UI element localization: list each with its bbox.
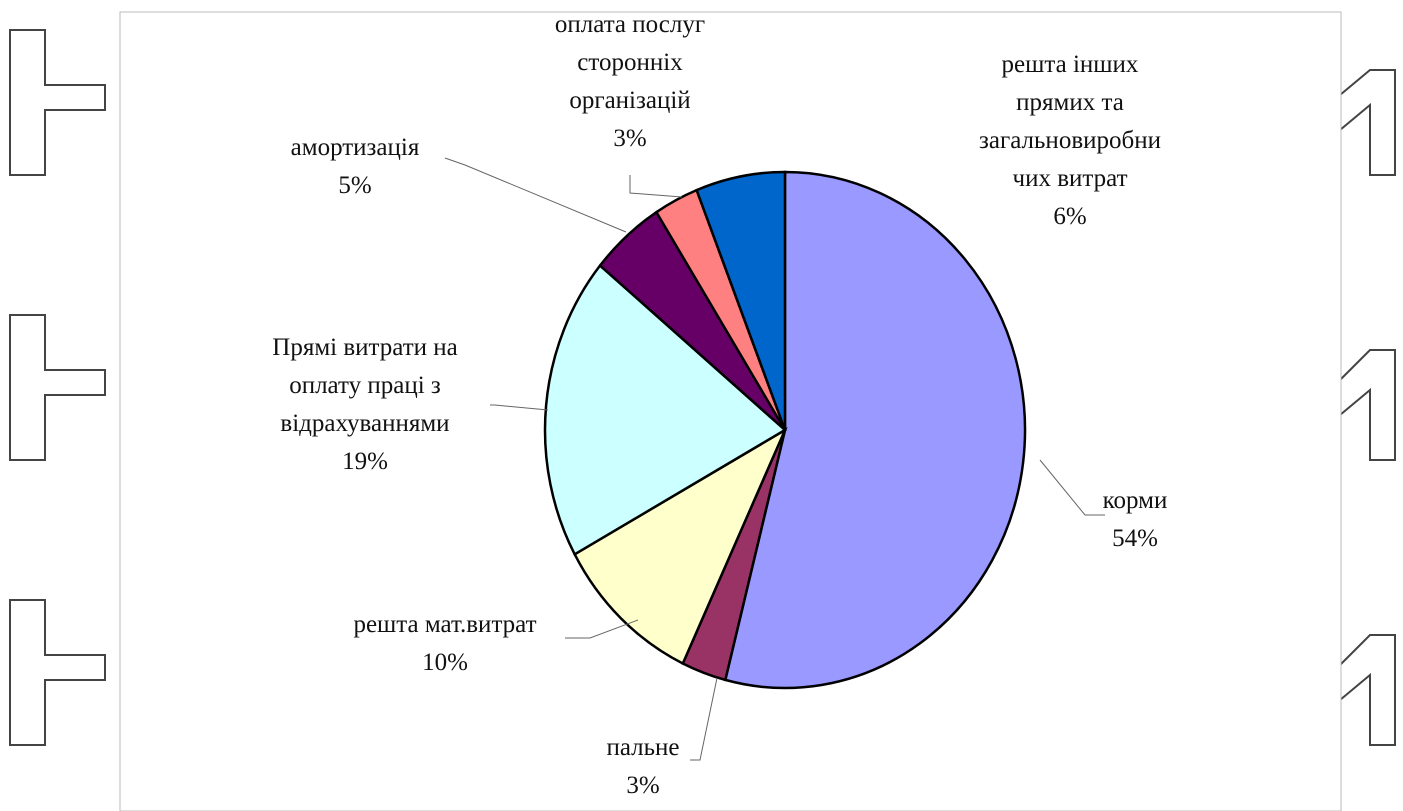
slice-label-line: амортизація [291, 134, 420, 161]
slice-label-line: оплата послуг [555, 11, 705, 38]
leader-line [629, 175, 683, 198]
slice-label-line: решта мат.витрат [353, 611, 536, 638]
slice-label-line: чих витрат [1013, 165, 1128, 192]
slice-label-line: пальне [606, 734, 679, 761]
pie-slice [543, 263, 788, 557]
slice-label-line: сторонніх [577, 49, 683, 76]
slice-label: решта інших прямих та загальновиробни чих в… [979, 51, 1161, 230]
slice-label-line: 3% [626, 772, 659, 799]
slice-label-line: Прямі витрати на [272, 334, 457, 361]
pie-slice [695, 170, 787, 431]
leader-line [490, 404, 549, 411]
leader-line [690, 677, 718, 761]
slice-label-line: 3% [613, 125, 646, 152]
background-decoration [9, 29, 1396, 746]
slice-label: оплата послуг сторонніх організацій 3% [555, 11, 705, 152]
slice-label-line: відрахуваннями [280, 410, 449, 437]
slice-label-line: 10% [422, 649, 468, 676]
slice-label: амортизація 5% [291, 134, 420, 199]
pie-slice [723, 170, 1027, 690]
leader-lines [444, 157, 1105, 761]
leader-line [444, 157, 627, 233]
slice-label-line: організацій [569, 87, 690, 114]
slice-label: Прямі витрати на оплату праці з відрахуван… [272, 334, 457, 475]
slice-label-line: 6% [1053, 203, 1086, 230]
leader-line [1039, 459, 1105, 516]
pie-slice [573, 426, 788, 666]
slice-label-line: 19% [342, 448, 388, 475]
slice-label: корми 54% [1103, 487, 1168, 552]
slice-label-line: оплату праці з [289, 372, 441, 399]
slice-labels: корми 54% пальне 3% решта мат.витрат 10% Прямі… [272, 11, 1167, 799]
slice-label-line: прямих та [1016, 89, 1124, 116]
slice-label-line: 5% [338, 172, 371, 199]
pie-slices [543, 170, 1027, 690]
leader-line [565, 619, 639, 639]
slice-label: решта мат.витрат 10% [353, 611, 536, 676]
slice-label: пальне 3% [606, 734, 679, 799]
slice-label-line: решта інших [1002, 51, 1139, 78]
slice-label-line: корми [1103, 487, 1168, 514]
slice-label-line: 54% [1112, 525, 1158, 552]
slice-label-line: загальновиробни [979, 127, 1161, 154]
